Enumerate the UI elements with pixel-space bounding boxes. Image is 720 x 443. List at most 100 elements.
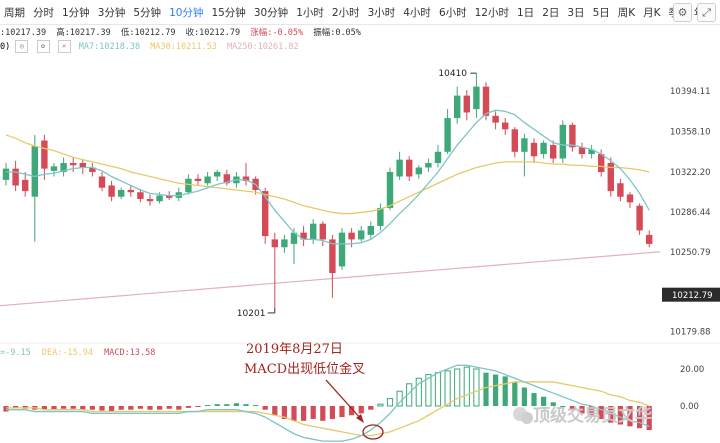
candle[interactable] (588, 149, 595, 155)
candle[interactable] (348, 232, 355, 240)
candle[interactable] (79, 163, 86, 168)
candle[interactable] (386, 172, 394, 208)
candle[interactable] (98, 176, 106, 188)
timeframe-3[interactable]: 3分钟 (97, 6, 126, 19)
hide-indicator-icon[interactable]: ◎ (15, 40, 29, 53)
timeframe-10[interactable]: 3小时 (367, 6, 396, 19)
candle[interactable] (319, 223, 326, 240)
candle[interactable] (12, 168, 19, 186)
candle[interactable] (127, 189, 134, 193)
low-value: 低:10212.79 (120, 28, 176, 38)
timeframe-4[interactable]: 5分钟 (133, 6, 162, 19)
candle[interactable] (598, 154, 605, 173)
timeframe-6[interactable]: 15分钟 (211, 6, 246, 19)
candle[interactable] (290, 232, 298, 244)
candle[interactable] (626, 194, 634, 203)
candle[interactable] (569, 124, 576, 148)
macd-bar (512, 381, 518, 406)
timeframe-0[interactable]: 周期 (4, 6, 25, 19)
fullscreen-icon[interactable]: ⤢ (697, 3, 716, 22)
candle[interactable] (214, 172, 221, 177)
candle[interactable] (502, 122, 509, 130)
timeframe-15[interactable]: 2日 (542, 6, 560, 19)
timeframe-5[interactable]: 10分钟 (169, 6, 204, 19)
candle[interactable] (377, 207, 384, 226)
timeframe-19[interactable]: 月K (643, 6, 661, 19)
candle[interactable] (108, 185, 115, 197)
macd-bar (521, 387, 527, 406)
settings-icon[interactable]: ⚙ (673, 3, 692, 22)
candle[interactable] (89, 167, 96, 173)
candle[interactable] (444, 118, 451, 152)
candle[interactable] (118, 189, 125, 197)
candle[interactable] (310, 223, 317, 240)
timeframe-13[interactable]: 12小时 (474, 6, 509, 19)
candle[interactable] (271, 239, 278, 248)
candle[interactable] (521, 138, 528, 152)
ma7-line (6, 109, 650, 245)
candle[interactable] (194, 178, 202, 181)
candle[interactable] (492, 115, 499, 123)
timeframe-17[interactable]: 5日 (592, 6, 610, 19)
timeframe-8[interactable]: 1小时 (296, 6, 324, 19)
candle[interactable] (367, 225, 374, 235)
candle[interactable] (415, 167, 422, 175)
candle[interactable] (482, 86, 490, 116)
candle[interactable] (473, 86, 480, 110)
timeframe-7[interactable]: 30分钟 (253, 6, 289, 19)
candle[interactable] (578, 147, 586, 155)
candle[interactable] (156, 195, 163, 202)
candle[interactable] (617, 183, 624, 197)
close-value: 收:10212.79 (185, 28, 241, 38)
price-tick-label: 10322.20 (670, 168, 711, 178)
timeframe-12[interactable]: 6小时 (438, 6, 467, 19)
candle[interactable] (511, 129, 518, 152)
timeframe-1[interactable]: 分时 (33, 6, 54, 19)
candle[interactable] (242, 176, 250, 181)
close-small-icon[interactable]: ✕ (57, 40, 71, 53)
candle[interactable] (223, 174, 230, 184)
candle[interactable] (425, 163, 432, 168)
candle[interactable] (406, 159, 413, 177)
timeframe-9[interactable]: 2小时 (331, 6, 360, 19)
candle[interactable] (396, 159, 403, 177)
macd-bar (463, 366, 470, 407)
candle[interactable] (281, 239, 288, 248)
timeframe-16[interactable]: 3日 (567, 6, 585, 19)
candle[interactable] (22, 179, 29, 192)
candle[interactable] (636, 205, 643, 231)
candle[interactable] (300, 232, 307, 240)
candle[interactable] (559, 124, 566, 159)
candle[interactable] (185, 178, 192, 193)
candle[interactable] (646, 234, 653, 244)
candle[interactable] (434, 151, 442, 164)
candle[interactable] (50, 166, 58, 171)
settings-small-icon[interactable]: ✿ (36, 40, 50, 53)
timeframe-18[interactable]: 周K (617, 6, 636, 19)
timeframe-2[interactable]: 1分钟 (62, 6, 90, 19)
macd-bar (291, 406, 297, 421)
candle[interactable] (2, 168, 10, 180)
candle[interactable] (204, 176, 211, 184)
candle[interactable] (70, 163, 77, 166)
candle[interactable] (166, 195, 173, 198)
candle[interactable] (338, 232, 346, 267)
candle[interactable] (60, 163, 67, 173)
candle[interactable] (31, 146, 38, 197)
candle[interactable] (454, 95, 461, 119)
candle[interactable] (550, 145, 557, 159)
timeframe-14[interactable]: 1日 (517, 6, 535, 19)
candle[interactable] (607, 163, 614, 192)
timeframe-11[interactable]: 4小时 (403, 6, 431, 19)
candle[interactable] (262, 191, 269, 237)
candle[interactable] (137, 192, 144, 199)
candle[interactable] (146, 198, 154, 202)
candle[interactable] (530, 142, 538, 157)
candle[interactable] (358, 230, 365, 240)
dif-label: =-9.15 (0, 348, 31, 358)
candle[interactable] (41, 140, 48, 169)
candle[interactable] (540, 142, 547, 155)
candle[interactable] (463, 95, 470, 113)
candle[interactable] (329, 239, 336, 274)
